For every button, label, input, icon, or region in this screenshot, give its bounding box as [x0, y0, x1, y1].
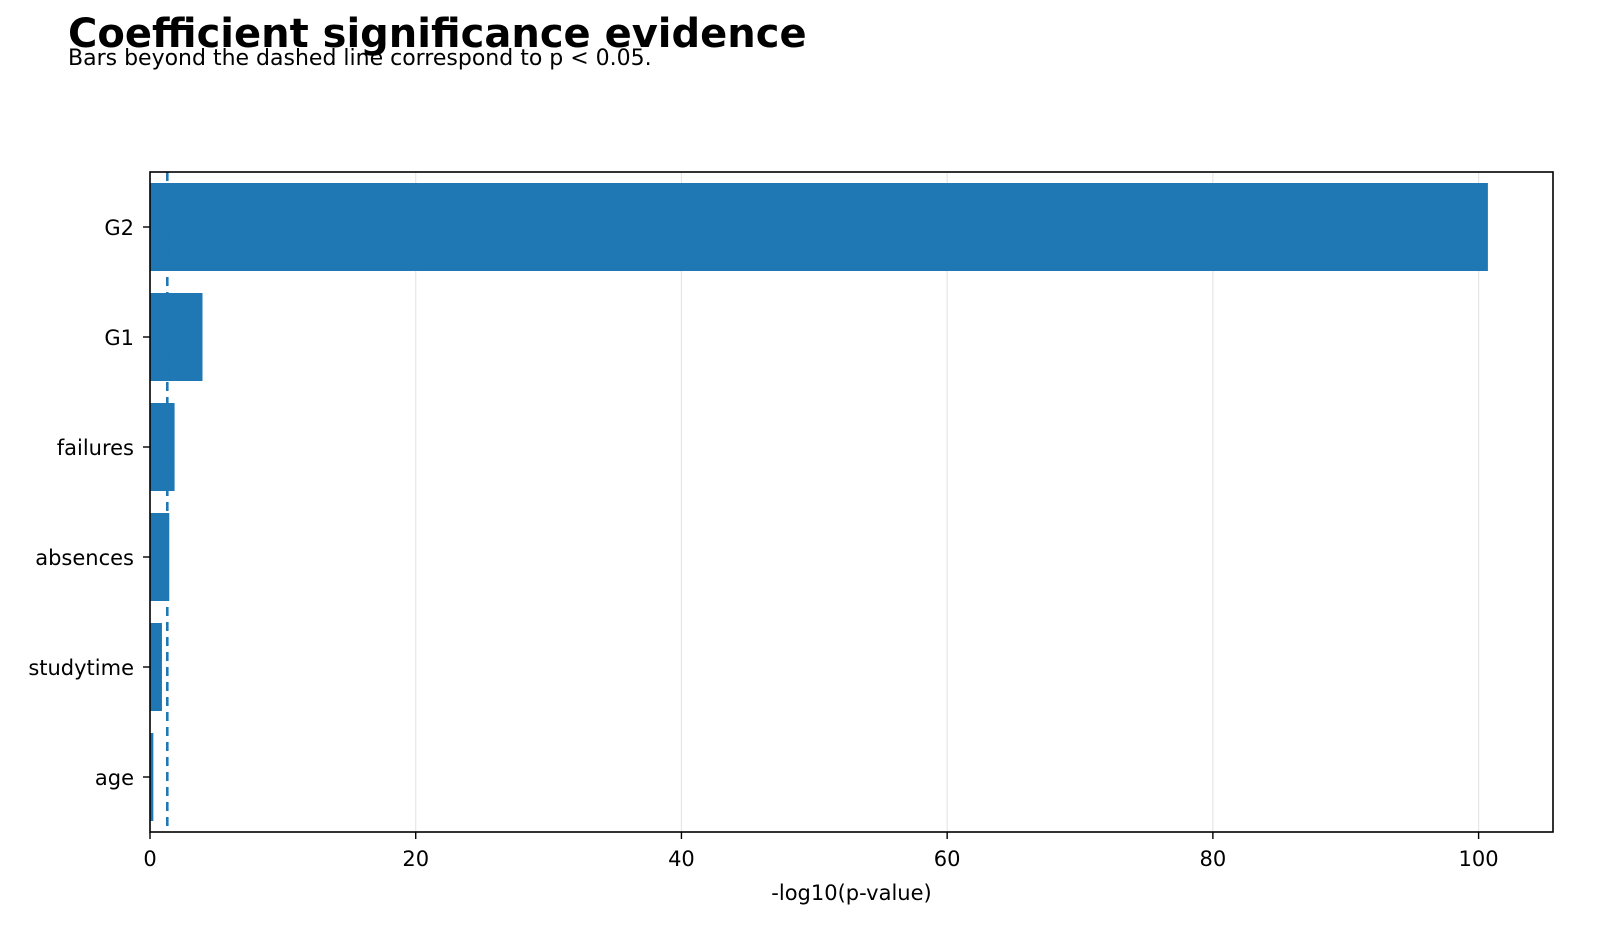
x-tick-label: 40 — [668, 847, 695, 871]
x-axis-label: -log10(p-value) — [771, 881, 931, 905]
x-tick-label: 0 — [143, 847, 156, 871]
x-tick-label: 80 — [1200, 847, 1227, 871]
x-axis-ticks: 0 20 40 60 80 100 — [143, 832, 1499, 871]
y-tick-label: failures — [57, 436, 134, 460]
plot-frame — [149, 171, 1554, 833]
bar — [150, 623, 162, 711]
chart-subtitle: Bars beyond the dashed line correspond t… — [68, 46, 652, 71]
bar — [150, 733, 154, 821]
bars — [150, 183, 1488, 821]
x-tick-label: 20 — [402, 847, 429, 871]
x-tick-label: 60 — [934, 847, 961, 871]
y-tick-label: studytime — [28, 656, 134, 680]
chart-title: Coefficient significance evidence — [68, 11, 807, 57]
y-tick-label: age — [95, 766, 134, 790]
bar — [150, 513, 170, 601]
y-tick-label: G1 — [104, 326, 134, 350]
y-axis-ticks: G2 G1 failures absences studytime age — [28, 216, 150, 790]
y-tick-label: absences — [35, 546, 134, 570]
x-tick-label: 100 — [1459, 847, 1499, 871]
bar — [150, 293, 203, 381]
bar — [150, 183, 1488, 271]
bar — [150, 403, 175, 491]
y-tick-label: G2 — [104, 216, 134, 240]
